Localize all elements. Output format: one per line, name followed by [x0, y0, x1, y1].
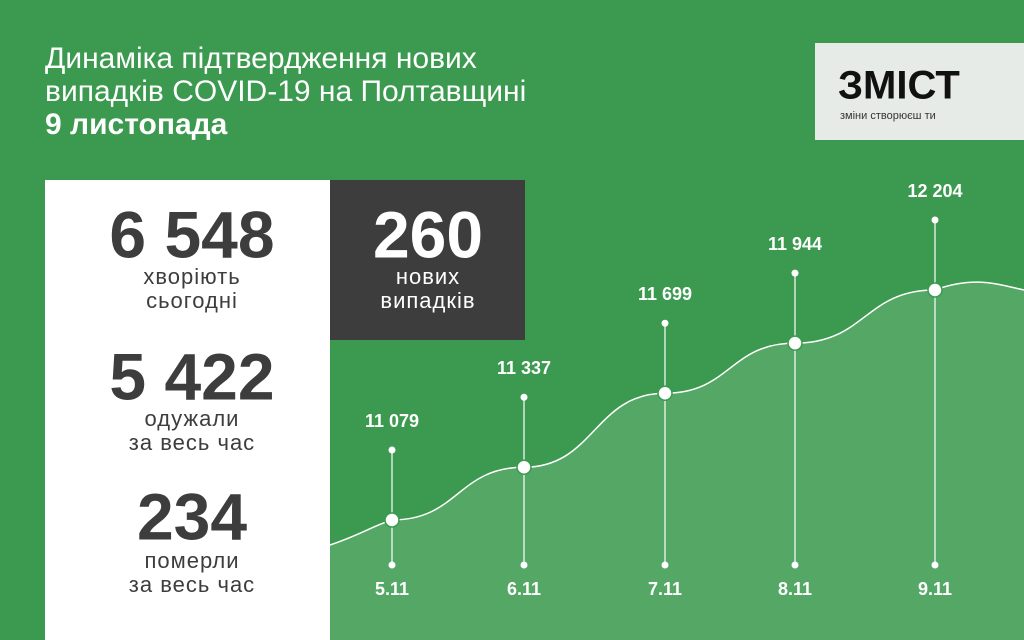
- value-label: 11 944: [768, 234, 822, 254]
- logo-box: [815, 43, 1024, 140]
- stem-cap: [931, 216, 939, 224]
- x-tick-label: 7.11: [648, 579, 682, 599]
- point: [516, 459, 532, 476]
- value-label: 12 204: [907, 181, 962, 201]
- x-tick-label: 5.11: [375, 579, 409, 599]
- stem-base: [520, 561, 528, 569]
- title-line: Динаміка підтвердження нових: [45, 42, 477, 75]
- stem-cap: [791, 269, 799, 277]
- stem-cap: [661, 319, 669, 327]
- logo-name: ЗМІСТ: [838, 64, 960, 108]
- stem-base: [388, 561, 396, 569]
- stat-label: одужали: [145, 406, 240, 431]
- area-fill: [330, 282, 1024, 640]
- stat-label: хворіють: [143, 264, 240, 289]
- stat-label: померли: [144, 548, 239, 573]
- stem-base: [931, 561, 939, 569]
- stat-number: 260: [373, 197, 483, 271]
- stem-base: [661, 561, 669, 569]
- stat-label: нових: [396, 264, 460, 289]
- value-label: 11 699: [638, 284, 692, 304]
- point: [384, 512, 400, 528]
- value-label: 11 079: [365, 411, 419, 431]
- stat-label: за весь час: [129, 572, 255, 597]
- stem-cap: [520, 393, 528, 401]
- new-cases-box: [330, 180, 525, 340]
- stem-base: [791, 561, 799, 569]
- stat-number: 234: [137, 479, 247, 553]
- point: [657, 385, 673, 401]
- stat-label: за весь час: [129, 430, 255, 455]
- logo-slogan: зміни створюєш ти: [840, 110, 936, 122]
- x-tick-label: 9.11: [918, 579, 952, 599]
- stats-panel: [45, 180, 330, 640]
- point: [787, 335, 803, 351]
- x-tick-label: 8.11: [778, 579, 812, 599]
- stat-label: випадків: [380, 288, 475, 313]
- stem-cap: [388, 446, 396, 454]
- stat-number: 6 548: [109, 197, 274, 271]
- x-tick-label: 6.11: [507, 579, 541, 599]
- title-line: випадків COVID-19 на Полтавщині: [45, 75, 526, 108]
- value-label: 11 337: [497, 358, 551, 378]
- line-tail: [934, 281, 1024, 291]
- stat-label: сьогодні: [146, 288, 238, 313]
- point: [927, 282, 943, 298]
- stat-number: 5 422: [109, 339, 274, 413]
- title-date: 9 листопада: [45, 108, 228, 141]
